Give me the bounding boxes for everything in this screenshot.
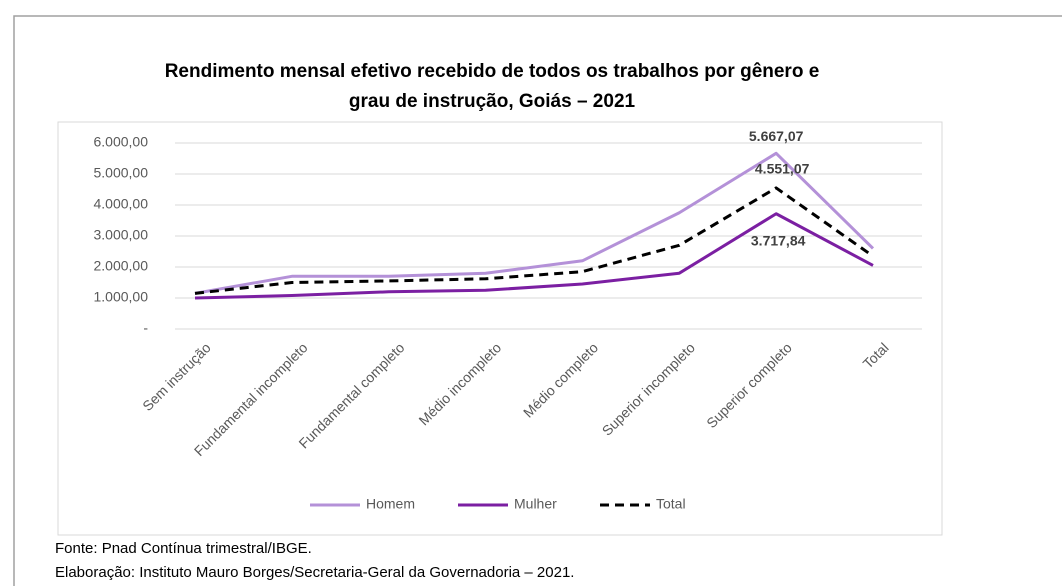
- x-tick-label: Fundamental incompleto: [191, 339, 311, 459]
- legend-label: Total: [656, 496, 686, 512]
- series-line: [194, 212, 874, 300]
- y-tick-label: 3.000,00: [94, 227, 149, 243]
- y-tick-label: 2.000,00: [94, 258, 149, 274]
- chart-title: grau de instrução, Goiás – 2021: [349, 91, 636, 112]
- data-label: 3.717,84: [751, 232, 806, 248]
- y-tick-label: 6.000,00: [94, 134, 149, 150]
- credit: Elaboração: Instituto Mauro Borges/Secre…: [55, 564, 574, 581]
- x-tick-label: Total: [860, 339, 892, 371]
- x-tick-label: Sem instrução: [139, 339, 214, 414]
- y-tick-label: 1.000,00: [94, 289, 149, 305]
- x-tick-label: Médio incompleto: [415, 339, 504, 428]
- x-tick-label: Superior incompleto: [599, 339, 699, 439]
- chart-box: [57, 121, 943, 536]
- chart-title: Rendimento mensal efetivo recebido de to…: [165, 61, 820, 82]
- x-tick-label: Superior completo: [703, 339, 795, 431]
- data-label: 4.551,07: [755, 161, 810, 177]
- x-tick-label: Fundamental completo: [295, 339, 407, 451]
- source: Fonte: Pnad Contínua trimestral/IBGE.: [55, 540, 312, 557]
- series-line: [194, 186, 874, 295]
- y-tick-label: 5.000,00: [94, 165, 149, 181]
- y-tick-label: 4.000,00: [94, 196, 149, 212]
- data-label: 5.667,07: [749, 128, 804, 144]
- series-line: [194, 151, 875, 295]
- x-tick-label: Médio completo: [520, 339, 601, 420]
- legend-label: Homem: [366, 496, 415, 512]
- frame: [13, 15, 1062, 586]
- y-tick-label: -: [143, 320, 148, 336]
- legend-label: Mulher: [514, 496, 557, 512]
